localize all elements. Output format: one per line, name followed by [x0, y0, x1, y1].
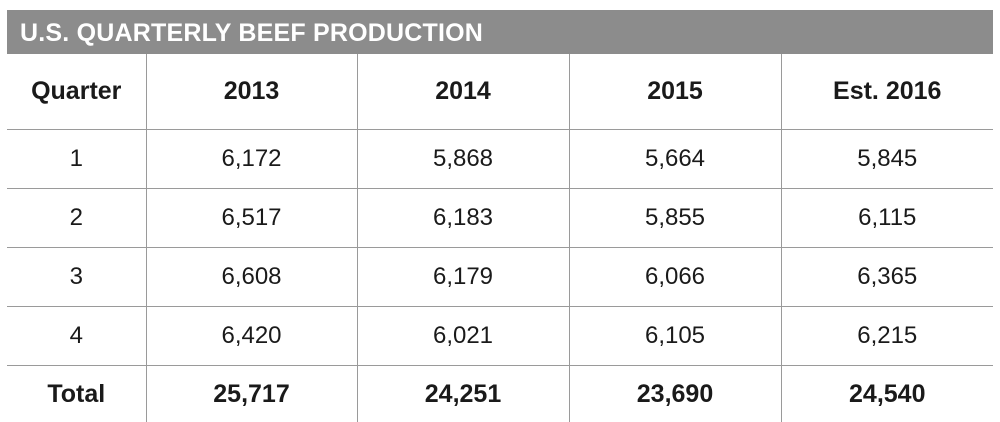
column-header-2015: 2015 [569, 54, 781, 130]
value-cell: 6,608 [146, 248, 357, 307]
column-header-2014: 2014 [357, 54, 569, 130]
value-cell: 6,105 [569, 307, 781, 366]
value-cell: 6,517 [146, 189, 357, 248]
total-value-2015: 23,690 [569, 366, 781, 422]
table-row: 4 6,420 6,021 6,105 6,215 [7, 307, 993, 366]
quarter-cell: 3 [7, 248, 146, 307]
value-cell: 6,021 [357, 307, 569, 366]
quarter-cell: 1 [7, 130, 146, 189]
value-cell: 6,420 [146, 307, 357, 366]
table-row: 1 6,172 5,868 5,664 5,845 [7, 130, 993, 189]
table-row: 3 6,608 6,179 6,066 6,365 [7, 248, 993, 307]
value-cell: 6,172 [146, 130, 357, 189]
total-label: Total [7, 366, 146, 422]
column-header-est-2016: Est. 2016 [781, 54, 993, 130]
table-row: 2 6,517 6,183 5,855 6,115 [7, 189, 993, 248]
column-header-2013: 2013 [146, 54, 357, 130]
value-cell: 6,365 [781, 248, 993, 307]
quarter-cell: 4 [7, 307, 146, 366]
value-cell: 6,183 [357, 189, 569, 248]
total-value-2014: 24,251 [357, 366, 569, 422]
value-cell: 6,179 [357, 248, 569, 307]
value-cell: 6,115 [781, 189, 993, 248]
value-cell: 6,066 [569, 248, 781, 307]
column-header-quarter: Quarter [7, 54, 146, 130]
quarter-cell: 2 [7, 189, 146, 248]
total-value-2013: 25,717 [146, 366, 357, 422]
value-cell: 5,868 [357, 130, 569, 189]
total-row: Total 25,717 24,251 23,690 24,540 [7, 366, 993, 422]
value-cell: 6,215 [781, 307, 993, 366]
total-value-est-2016: 24,540 [781, 366, 993, 422]
value-cell: 5,855 [569, 189, 781, 248]
table-title: U.S. QUARTERLY BEEF PRODUCTION [7, 10, 993, 54]
header-row: Quarter 2013 2014 2015 Est. 2016 [7, 54, 993, 130]
value-cell: 5,845 [781, 130, 993, 189]
beef-production-table: Quarter 2013 2014 2015 Est. 2016 1 6,172… [7, 54, 993, 422]
value-cell: 5,664 [569, 130, 781, 189]
